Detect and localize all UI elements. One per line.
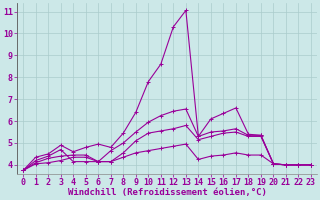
X-axis label: Windchill (Refroidissement éolien,°C): Windchill (Refroidissement éolien,°C) [68, 188, 267, 197]
